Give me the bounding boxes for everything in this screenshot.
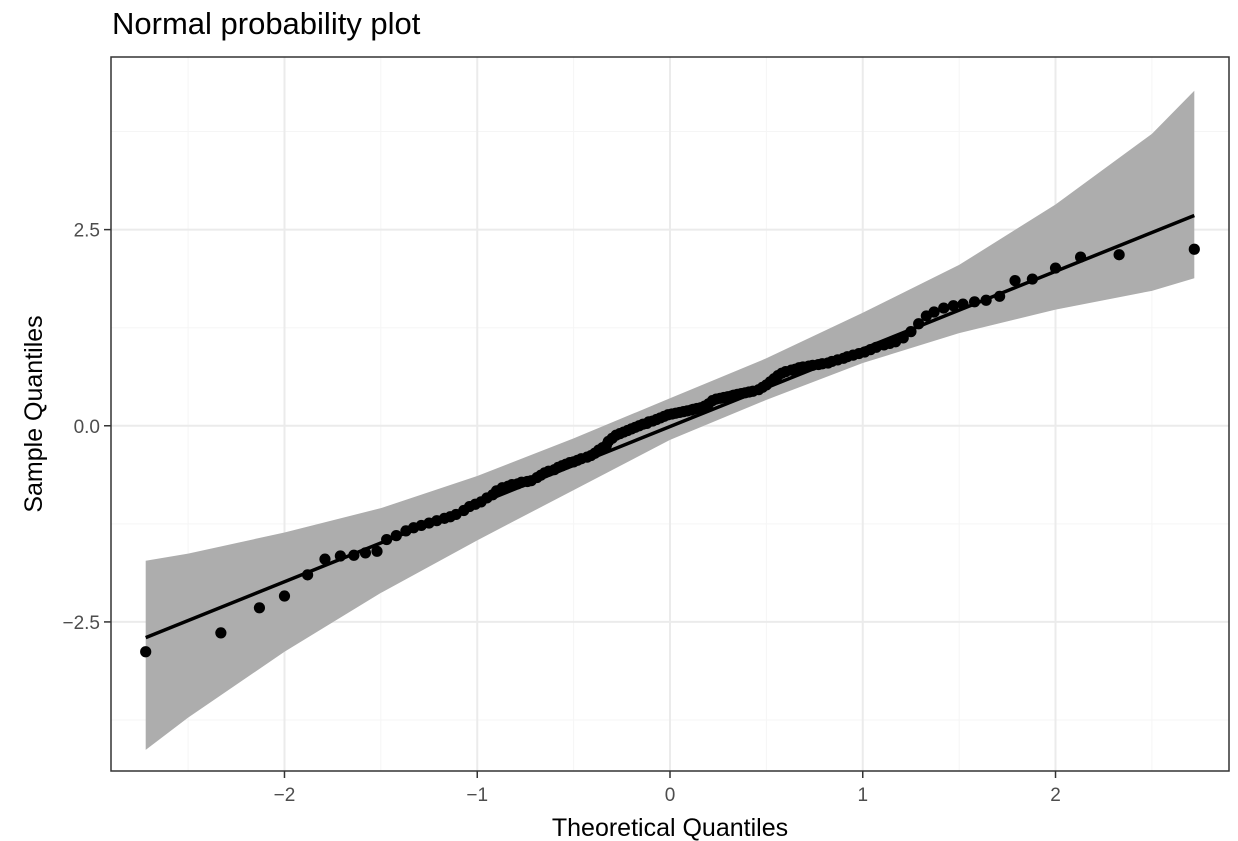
y-tick-label: 2.5 — [74, 221, 100, 242]
data-point — [1049, 262, 1062, 274]
data-point — [968, 296, 981, 308]
data-point — [928, 306, 940, 318]
data-point — [253, 602, 266, 614]
x-tick-label: −2 — [274, 785, 296, 806]
y-axis-title: Sample Quantiles — [20, 315, 48, 512]
data-point — [1026, 273, 1038, 285]
x-axis-title: Theoretical Quantiles — [552, 814, 788, 841]
reference-line — [145, 213, 1195, 640]
x-tick-label: 2 — [1050, 785, 1061, 806]
data-point — [980, 294, 992, 306]
data-point — [957, 298, 969, 310]
x-tick-label: 0 — [665, 785, 676, 806]
data-point — [913, 318, 925, 330]
data-point — [302, 569, 314, 581]
data-point — [994, 290, 1006, 302]
data-point — [371, 545, 383, 557]
y-tick-label: −2.5 — [62, 613, 100, 634]
data-point — [359, 547, 372, 559]
data-point — [319, 553, 331, 565]
chart-title: Normal probability plot — [112, 6, 421, 41]
x-tick-label: −1 — [466, 785, 488, 806]
x-axis-ticks: −2 −1 0 1 2 — [274, 771, 1061, 806]
data-point — [215, 627, 227, 639]
data-point — [334, 550, 346, 562]
x-tick-label: 1 — [857, 785, 868, 806]
data-point — [1009, 275, 1021, 287]
data-point — [938, 302, 950, 314]
data-point — [390, 530, 402, 542]
sample-points — [140, 243, 1200, 658]
data-point — [897, 332, 909, 344]
data-point — [1113, 249, 1125, 261]
data-point — [905, 326, 917, 338]
data-point — [381, 533, 393, 546]
data-point — [140, 646, 152, 658]
data-point — [1188, 243, 1200, 255]
data-point — [947, 300, 959, 312]
data-point — [1074, 251, 1087, 263]
confidence-band — [145, 90, 1195, 750]
y-tick-label: 0.0 — [74, 417, 100, 438]
y-axis-ticks: −2.5 0.0 2.5 — [62, 221, 111, 634]
data-point — [348, 549, 360, 561]
data-point — [278, 590, 291, 602]
